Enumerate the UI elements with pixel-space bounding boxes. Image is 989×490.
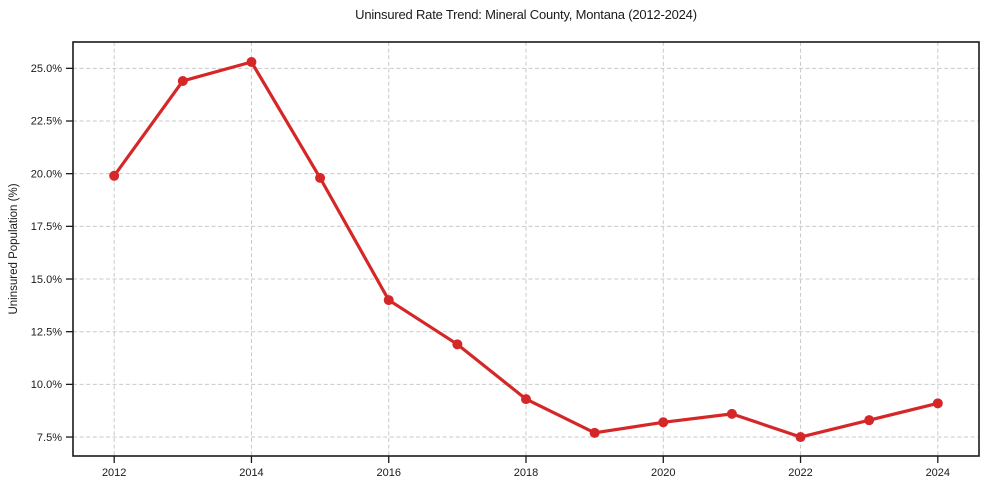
data-point-2014	[246, 57, 257, 68]
y-tick-label: 25.0%	[31, 63, 62, 75]
data-point-2013	[177, 75, 188, 86]
data-point-2021	[726, 408, 737, 419]
data-point-2019	[589, 427, 600, 438]
x-tick-label: 2024	[926, 467, 950, 479]
y-tick-label: 22.5%	[31, 116, 62, 128]
data-point-2022	[795, 432, 806, 443]
data-point-2020	[658, 417, 669, 428]
x-tick-label: 2020	[651, 467, 675, 479]
data-point-2017	[452, 339, 463, 350]
x-tick-label: 2022	[788, 467, 812, 479]
y-tick-label: 7.5%	[37, 432, 62, 444]
y-tick-label: 17.5%	[31, 221, 62, 233]
data-point-2016	[383, 295, 394, 306]
y-tick-label: 10.0%	[31, 379, 62, 391]
data-point-2012	[109, 170, 120, 181]
data-point-2015	[315, 172, 326, 183]
y-tick-label: 15.0%	[31, 274, 62, 286]
chart-title: Uninsured Rate Trend: Mineral County, Mo…	[355, 7, 697, 22]
y-tick-label: 12.5%	[31, 326, 62, 338]
x-tick-label: 2018	[514, 467, 538, 479]
data-point-2023	[864, 415, 875, 426]
x-tick-label: 2014	[239, 467, 263, 479]
data-point-2024	[932, 398, 943, 409]
x-tick-label: 2012	[102, 467, 126, 479]
data-point-2018	[521, 394, 531, 405]
y-tick-label: 20.0%	[31, 168, 62, 180]
x-tick-label: 2016	[376, 467, 400, 479]
